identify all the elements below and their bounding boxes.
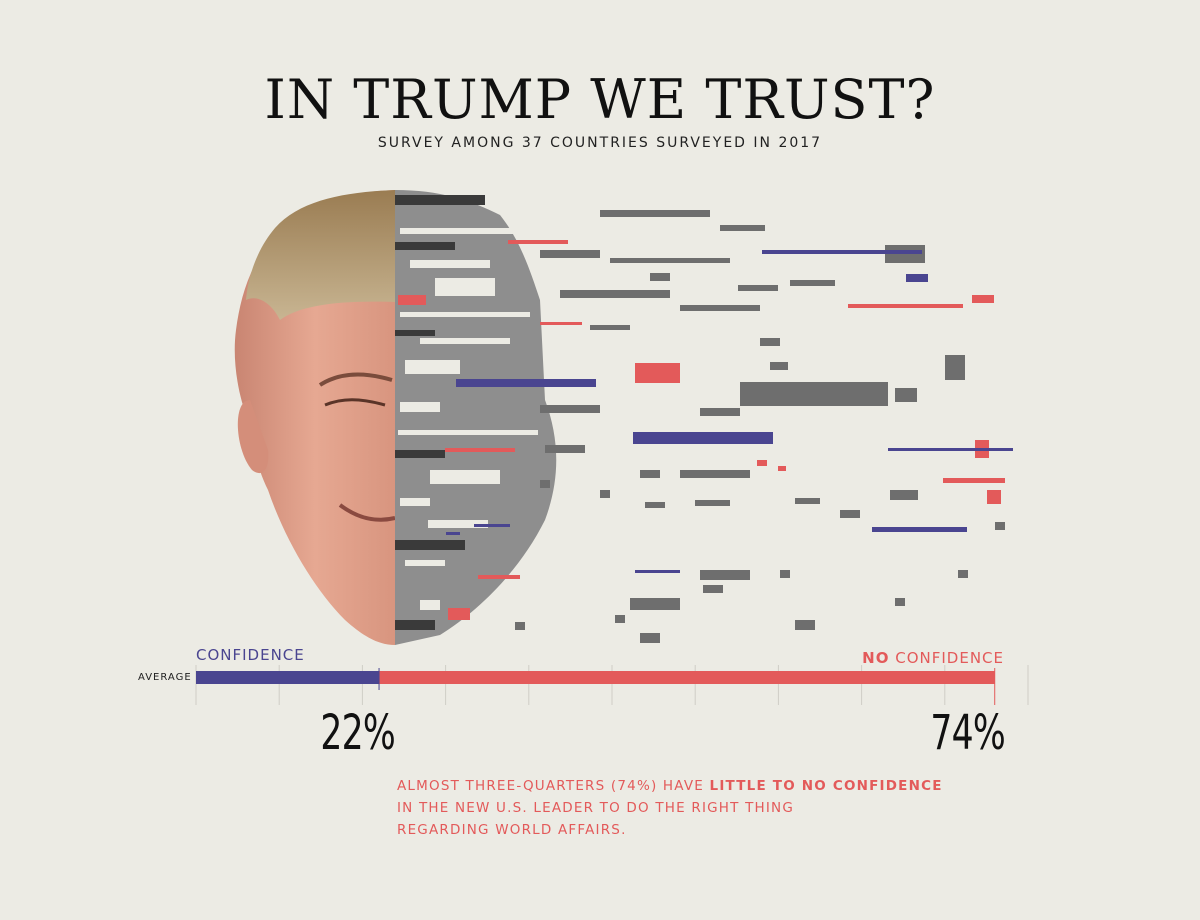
bar-no-confidence (379, 671, 995, 684)
category-label: AVERAGE (138, 672, 192, 683)
footnote-line-1: ALMOST THREE-QUARTERS (74%) HAVE LITTLE … (397, 775, 957, 797)
legend-no-suffix: CONFIDENCE (895, 649, 1004, 667)
legend-no-confidence: NO CONFIDENCE (862, 649, 1004, 667)
page-subtitle: SURVEY AMONG 37 COUNTRIES SURVEYED IN 20… (377, 135, 823, 151)
footnote-line-1a: ALMOST THREE-QUARTERS (74%) HAVE (397, 778, 705, 794)
legend-confidence: CONFIDENCE (196, 646, 305, 664)
value-label-confidence: 22% (320, 705, 395, 761)
legend-no-prefix: NO (862, 649, 890, 667)
value-label-no-confidence: 74% (930, 705, 1005, 761)
bar-confidence (196, 671, 380, 684)
footnote: ALMOST THREE-QUARTERS (74%) HAVE LITTLE … (397, 775, 957, 841)
footnote-line-2: IN THE NEW U.S. LEADER TO DO THE RIGHT T… (397, 800, 795, 816)
footnote-emphasis: LITTLE TO NO CONFIDENCE (709, 778, 943, 794)
footnote-line-3: REGARDING WORLD AFFAIRS. (397, 822, 627, 838)
page-title: IN TRUMP WE TRUST? (264, 68, 936, 131)
